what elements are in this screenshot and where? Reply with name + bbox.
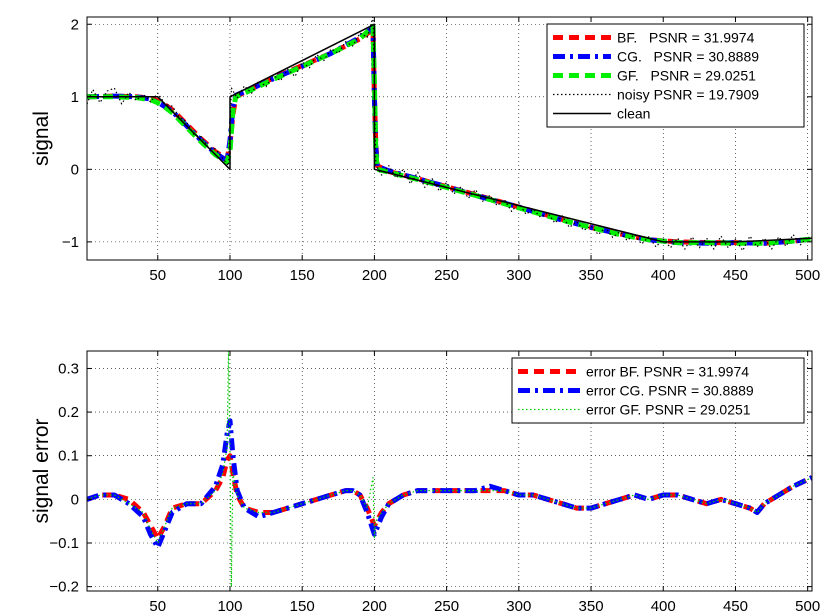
x-tick-label: 350 — [579, 267, 604, 284]
y-tick-label: −1 — [62, 234, 79, 251]
x-tick-label: 100 — [217, 598, 242, 614]
x-tick-label: 250 — [434, 598, 459, 614]
series-line-3 — [87, 23, 812, 246]
y-tick-label: −0.1 — [49, 535, 79, 552]
y-axis-label: signal error — [30, 418, 53, 523]
series-line-3 — [87, 351, 812, 588]
legend-label: CG. PSNR = 30.8889 — [617, 49, 759, 65]
legend-label: noisy PSNR = 19.7909 — [617, 87, 759, 103]
x-tick-label: 150 — [290, 267, 315, 284]
x-tick-label: 200 — [362, 598, 387, 614]
y-tick-label: 0.3 — [58, 360, 79, 377]
x-tick-label: 200 — [362, 267, 387, 284]
y-tick-label: 0 — [71, 491, 79, 508]
signal-error-panel: 50 100 150 200 250 300 350 400 450 500 −0.2 −0.1 0 0.… — [30, 350, 820, 614]
legend-label: error BF. PSNR = 31.9974 — [586, 364, 749, 380]
x-tick-label: 450 — [723, 598, 748, 614]
y-tick-label: 2 — [71, 16, 79, 33]
x-tick-label: 50 — [149, 267, 166, 284]
legend-label: error CG. PSNR = 30.8889 — [586, 383, 754, 399]
series-line-5 — [87, 23, 812, 243]
legend-label: clean — [617, 106, 650, 122]
x-tick-label: 300 — [506, 267, 531, 284]
x-tick-label: 450 — [723, 267, 748, 284]
x-tick-label: 250 — [434, 267, 459, 284]
series-line-1 — [87, 453, 812, 542]
x-tick-label: 350 — [579, 598, 604, 614]
x-tick-label: 300 — [506, 598, 531, 614]
series-line-2 — [87, 418, 812, 550]
x-tick-label: 100 — [217, 267, 242, 284]
legend-label: GF. PSNR = 29.0251 — [617, 68, 756, 84]
y-tick-label: 1 — [71, 89, 79, 106]
x-tick-label: 500 — [795, 267, 820, 284]
plot-frame — [86, 350, 813, 592]
x-tick-label: 400 — [651, 267, 676, 284]
x-tick-label: 500 — [795, 598, 820, 614]
y-tick-label: 0 — [71, 161, 79, 178]
legend-label: BF. PSNR = 31.9974 — [617, 30, 755, 46]
signal-panel: 50 100 150 200 250 300 350 400 450 500 −1 0 1 2 signal… — [30, 16, 820, 284]
y-axis-label: signal — [30, 111, 53, 166]
x-tick-label: 50 — [149, 598, 166, 614]
legend-label: error GF. PSNR = 29.0251 — [586, 402, 751, 418]
x-tick-label: 400 — [651, 598, 676, 614]
y-tick-label: −0.2 — [49, 579, 79, 596]
x-tick-label: 150 — [290, 598, 315, 614]
y-tick-label: 0.2 — [58, 404, 79, 421]
y-tick-label: 0.1 — [58, 448, 79, 465]
plot-frame — [86, 16, 813, 261]
